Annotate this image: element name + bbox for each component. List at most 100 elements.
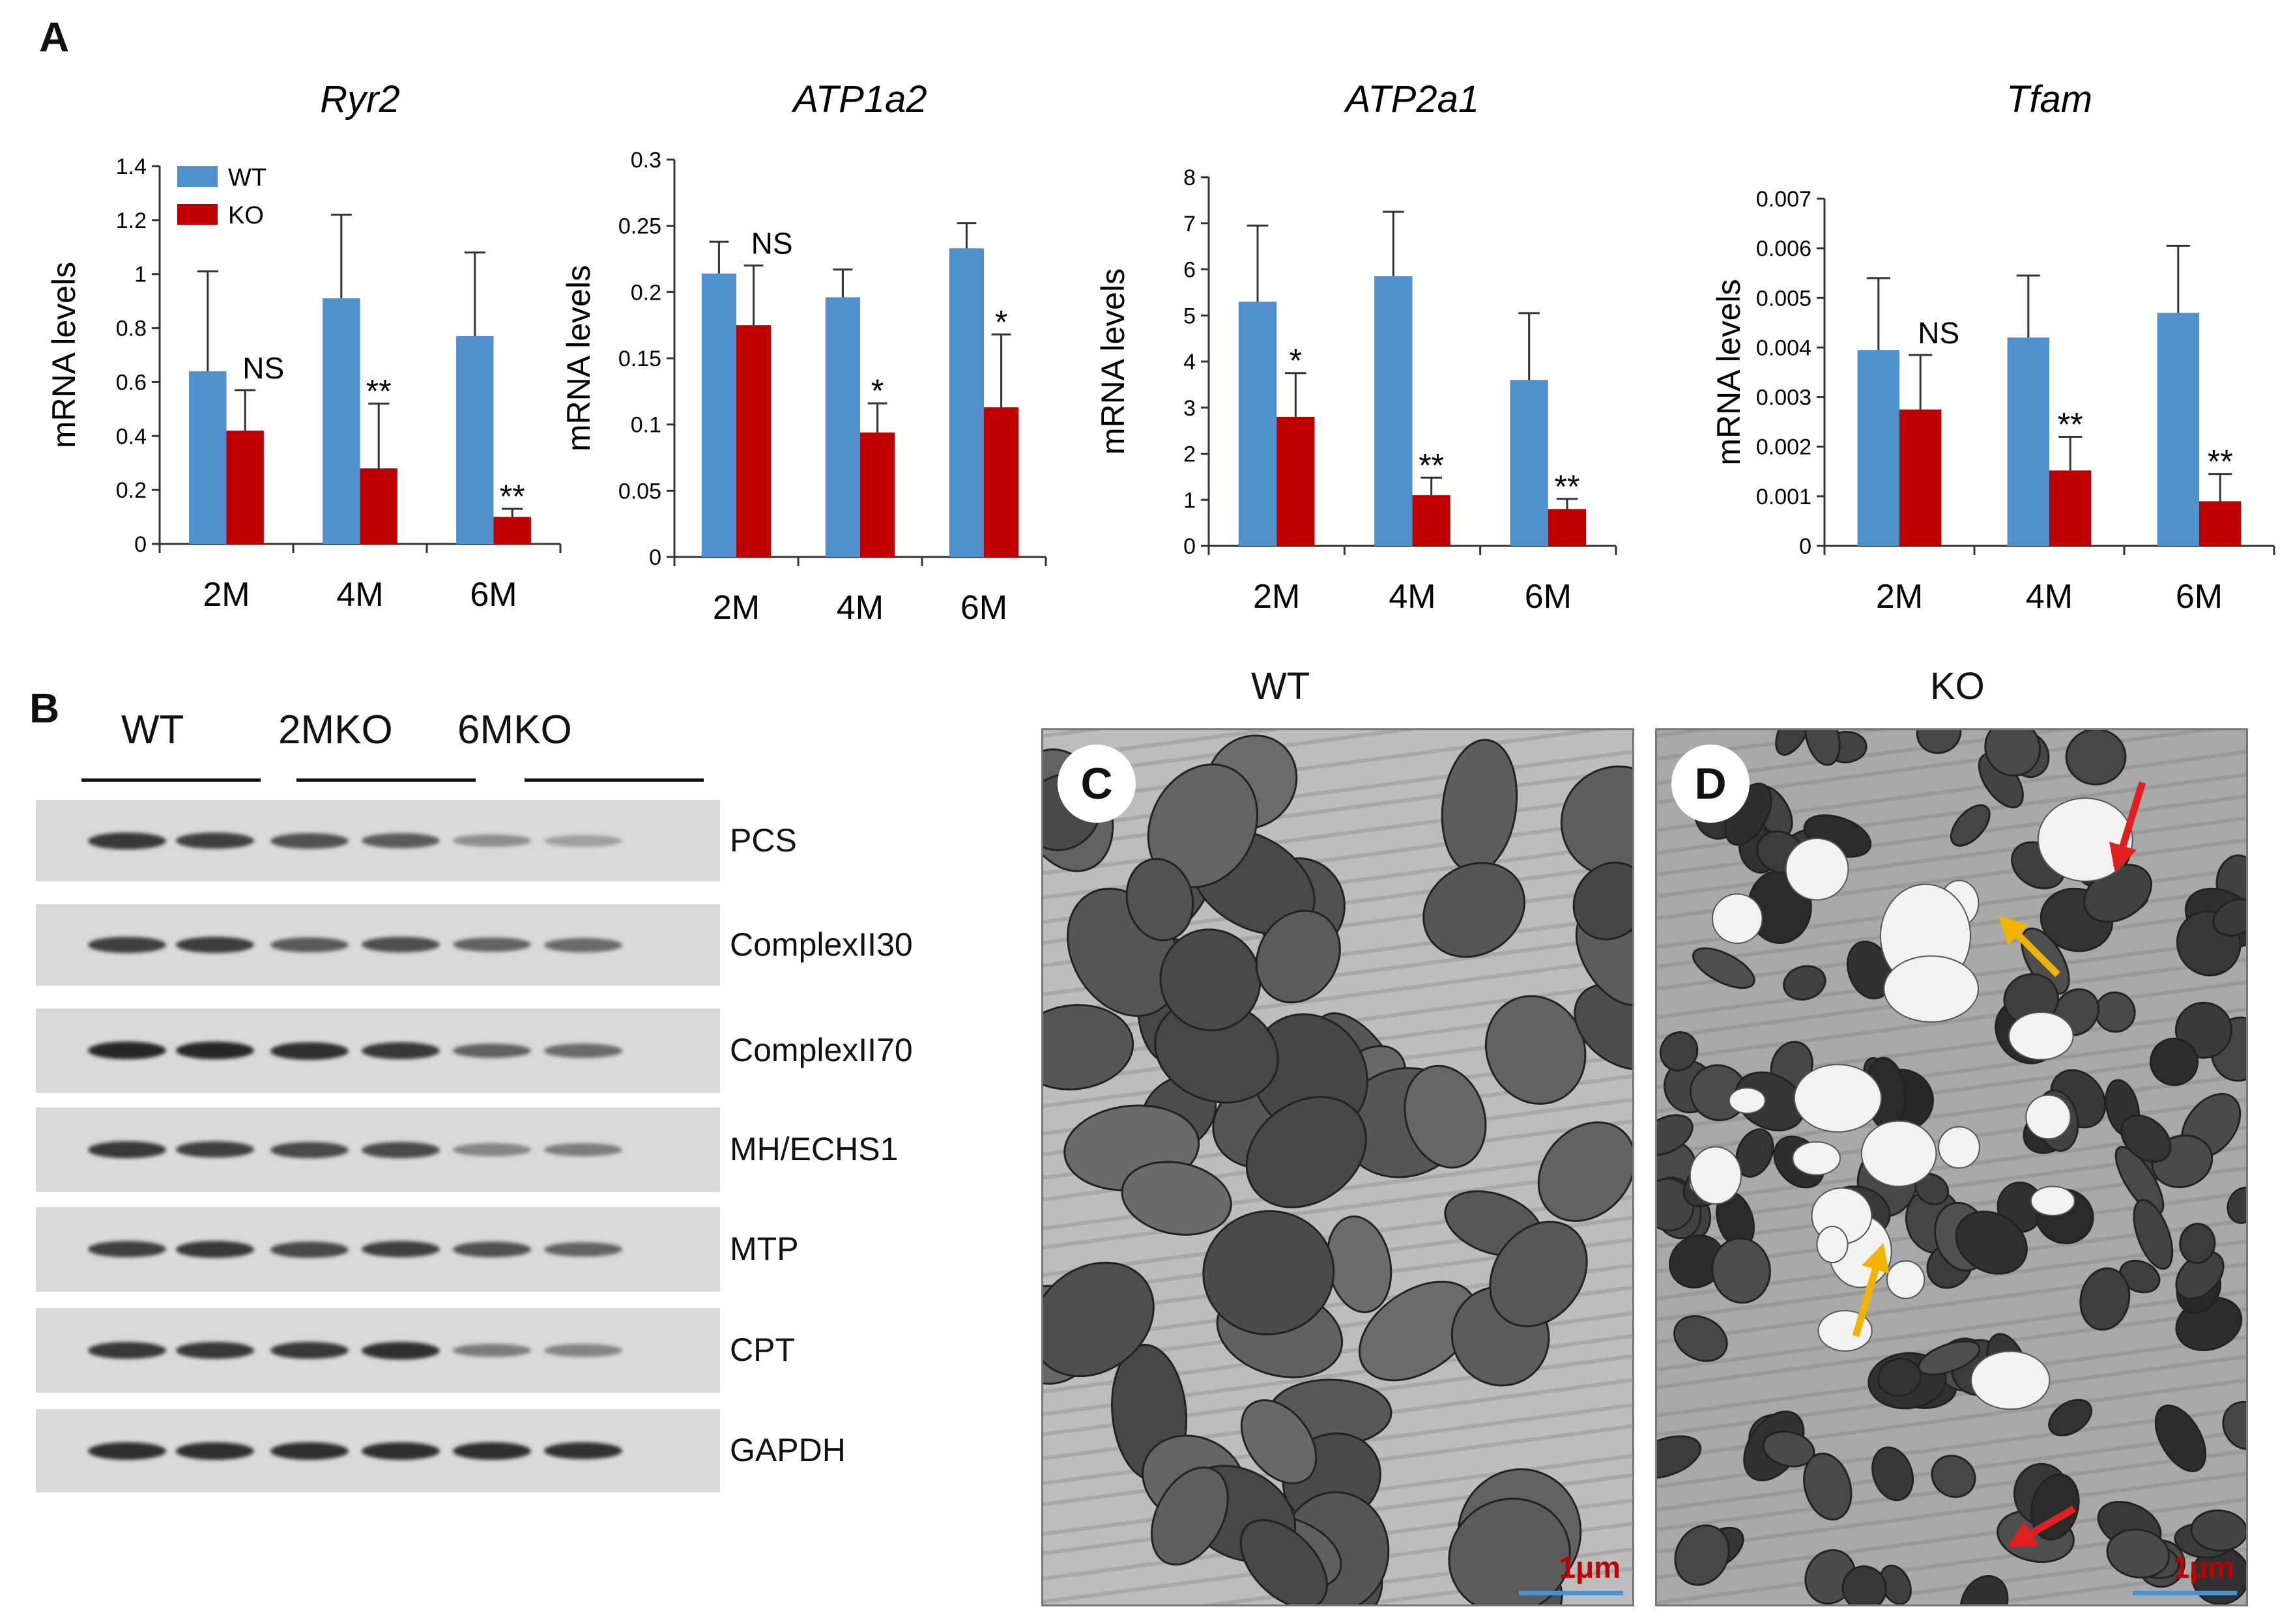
significance-label: *	[995, 304, 1007, 340]
y-tick-label: 0.001	[1756, 485, 1811, 509]
blot-band	[453, 1442, 531, 1460]
em-mitochondrion	[2150, 1038, 2199, 1087]
blot-row-label: MTP	[730, 1231, 799, 1267]
em-mitochondrion	[2191, 1546, 2246, 1604]
em-mitochondrion	[2106, 1528, 2170, 1579]
em-mitochondrion	[1711, 1237, 1771, 1304]
blot-band	[453, 834, 531, 847]
em-striation	[1043, 730, 1280, 762]
em-mitochondrion	[1404, 1064, 1487, 1169]
y-axis-label: mRNA levels	[46, 262, 82, 448]
x-tick-label: 6M	[2176, 578, 2223, 616]
yellow-arrow-head	[1862, 1243, 1890, 1274]
em-mitochondrion	[1659, 1031, 1699, 1072]
blot-row-label: PCS	[730, 821, 797, 859]
bar-ko	[984, 407, 1019, 557]
y-tick-label: 3	[1183, 396, 1196, 421]
y-tick-label: 5	[1183, 304, 1196, 328]
scale-bar-label-wt: 1μm	[1559, 1550, 1621, 1584]
blot-group-label: 2MKO	[278, 707, 393, 752]
em-mitochondrion	[1916, 730, 1962, 754]
blot-band	[362, 1042, 440, 1059]
blot-row	[36, 904, 720, 986]
blot-band	[362, 1442, 440, 1460]
blot-band	[270, 937, 349, 952]
y-tick-label: 2	[1183, 442, 1196, 467]
em-striation	[1657, 1289, 2246, 1372]
y-tick-label: 1.2	[116, 208, 147, 233]
em-mitochondrion	[1762, 1431, 1815, 1468]
bar-ko	[860, 432, 895, 557]
em-mitochondrion	[1255, 909, 1341, 1004]
em-mitochondrion	[1735, 1128, 1774, 1178]
blot-row	[36, 1008, 720, 1093]
blot-group-label: 6MKO	[457, 707, 572, 752]
red-arrow-head	[2109, 842, 2137, 872]
em-mitochondrion	[2133, 1199, 2174, 1270]
em-vacuole	[1792, 1141, 1841, 1176]
em-mitochondrion	[1669, 1234, 1725, 1289]
em-mitochondrion	[1657, 1435, 1702, 1479]
x-tick-label: 2M	[1876, 578, 1923, 616]
blot-band	[88, 1141, 166, 1158]
blot-row-label: CPT	[730, 1332, 795, 1368]
em-mitochondrion	[2048, 1399, 2093, 1436]
bar-ko	[1276, 416, 1315, 546]
blot-band	[270, 833, 349, 849]
y-tick-label: 0.4	[116, 424, 147, 449]
em-mitochondrion	[2179, 1223, 2216, 1264]
blot-band	[176, 1141, 254, 1158]
scale-bar-label-ko: 1μm	[2172, 1550, 2234, 1584]
y-axis-label: mRNA levels	[1095, 268, 1131, 455]
blot-band	[176, 833, 254, 849]
y-tick-label: 0.002	[1756, 435, 1811, 460]
x-tick-label: 2M	[203, 576, 250, 614]
em-vacuole	[1793, 1064, 1882, 1133]
em-mitochondrion	[2120, 1114, 2172, 1163]
blot-band	[362, 937, 440, 952]
y-axis-label: mRNA levels	[1710, 279, 1747, 465]
y-tick-label: 8	[1183, 165, 1196, 190]
y-tick-label: 0.8	[116, 317, 147, 341]
bar-ko	[360, 468, 397, 544]
x-tick-label: 4M	[837, 589, 884, 627]
panel-a-letter: A	[39, 14, 70, 61]
em-micrograph-ko	[1657, 730, 2246, 1604]
significance-label: **	[2058, 406, 2083, 442]
y-tick-label: 0.004	[1756, 335, 1811, 360]
em-mitochondrion	[1657, 1114, 1694, 1156]
bar-ko	[1899, 409, 1942, 546]
em-striation	[1657, 980, 2246, 1062]
blot-band	[270, 1242, 349, 1258]
em-title-wt: WT	[1251, 665, 1310, 707]
em-mitochondrion	[1955, 1210, 2028, 1275]
em-mitochondrion	[1841, 1565, 1887, 1604]
blot-row-label: ComplexII30	[730, 926, 913, 963]
y-tick-label: 0.3	[631, 148, 661, 173]
em-vacuole	[1711, 893, 1763, 945]
x-tick-label: 2M	[713, 589, 760, 627]
em-striation	[1043, 1167, 1632, 1249]
legend-swatch-wt	[177, 166, 218, 187]
em-mitochondrion	[1735, 1071, 1806, 1132]
bar-wt	[825, 297, 860, 557]
em-mitochondrion	[1574, 982, 1632, 1071]
significance-label: NS	[242, 351, 284, 385]
chart-title: Tfam	[2006, 78, 2092, 121]
em-mitochondrion	[2119, 1259, 2161, 1294]
em-striation	[1043, 730, 1415, 780]
em-vacuole	[1860, 1120, 1937, 1188]
significance-label: *	[871, 373, 884, 409]
blot-band	[270, 1042, 349, 1060]
blot-row-label: MH/ECHS1	[730, 1131, 899, 1167]
chart-title: Ryr2	[320, 78, 399, 121]
y-tick-label: 1	[134, 263, 147, 287]
bar-ko	[2199, 501, 2242, 546]
legend-label-wt: WT	[228, 164, 267, 192]
y-axis-label: mRNA levels	[560, 265, 597, 451]
em-mitochondrion	[1125, 857, 1194, 941]
significance-label: **	[500, 478, 525, 515]
em-mitochondrion	[2154, 1404, 2207, 1472]
y-tick-label: 0.25	[618, 214, 661, 239]
blot-band	[362, 1142, 440, 1158]
